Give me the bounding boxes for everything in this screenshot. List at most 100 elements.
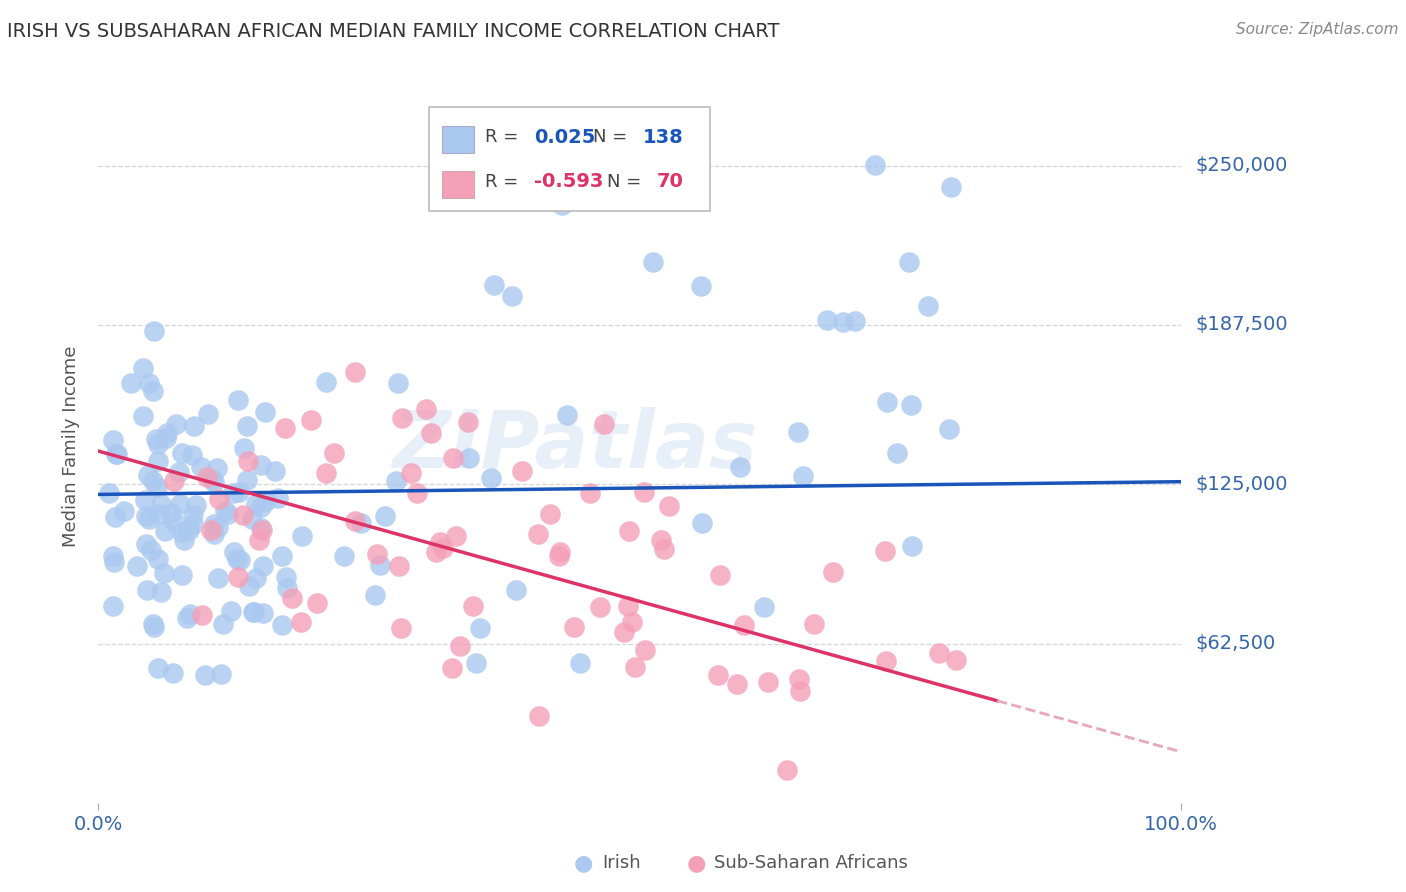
Point [242,605,264,619]
Point [148,507,170,521]
Point [276,570,298,584]
Point [232,508,254,522]
Point [510,464,533,478]
Point [792,469,814,483]
Text: IRISH VS SUBSAHARAN AFRICAN MEDIAN FAMILY INCOME CORRELATION CHART: IRISH VS SUBSAHARAN AFRICAN MEDIAN FAMIL… [7,22,779,41]
Point [863,158,886,172]
Point [756,675,779,690]
Point [458,451,481,466]
Point [938,422,960,436]
Point [190,460,212,475]
Point [725,676,748,690]
Point [238,454,260,468]
Point [194,668,217,682]
Point [146,454,169,468]
Point [344,365,367,379]
Point [135,508,157,523]
Point [254,405,277,419]
Point [654,542,676,557]
Point [526,526,548,541]
Point [873,544,896,558]
Text: Irish: Irish [602,855,640,872]
Point [267,491,290,506]
Point [212,617,235,632]
Point [619,524,641,538]
Point [181,516,204,531]
Point [183,419,205,434]
Point [548,549,571,564]
Point [389,620,412,634]
Point [134,492,156,507]
Point [366,547,388,561]
Point [180,448,202,462]
Point [579,486,602,500]
Point [153,566,176,580]
Point [191,608,214,623]
Point [333,549,356,564]
Point [555,408,578,422]
Point [897,255,920,269]
Point [429,534,451,549]
Point [202,517,225,532]
Point [150,497,173,511]
Point [844,314,866,328]
Point [484,277,506,292]
Point [172,446,194,460]
Point [391,410,413,425]
Point [613,624,636,639]
Text: $125,000: $125,000 [1195,475,1288,494]
Point [148,436,170,450]
Point [136,467,159,482]
Point [323,446,346,460]
Point [142,384,165,399]
Point [238,579,260,593]
Point [214,504,236,518]
Point [245,497,267,511]
Point [875,654,897,668]
Point [139,542,162,557]
Point [419,426,441,441]
Point [388,559,411,574]
Point [142,616,165,631]
Point [155,431,177,445]
Point [707,668,730,682]
Text: $187,500: $187,500 [1195,316,1288,334]
Text: Sub-Saharan Africans: Sub-Saharan Africans [714,855,908,872]
Point [548,545,571,559]
Point [143,324,166,338]
Point [658,499,681,513]
Point [156,425,179,440]
Point [229,553,252,567]
Point [787,672,810,686]
Point [501,288,523,302]
Point [634,642,657,657]
Point [941,180,963,194]
Point [172,567,194,582]
Point [444,528,467,542]
Point [432,541,454,555]
Point [273,421,295,435]
Point [120,376,142,390]
Point [249,458,271,472]
Point [98,486,121,500]
Point [217,507,239,521]
Point [224,545,246,559]
Point [169,498,191,512]
Point [207,520,229,534]
Point [236,419,259,434]
Point [276,582,298,596]
Point [186,498,208,512]
Point [162,666,184,681]
Point [315,375,337,389]
Point [146,552,169,566]
FancyBboxPatch shape [429,107,710,211]
Point [195,470,218,484]
Point [163,475,186,489]
Point [103,434,125,448]
Point [138,512,160,526]
Point [138,376,160,390]
Point [592,417,614,431]
Point [620,615,643,629]
Point [733,618,755,632]
Point [252,606,274,620]
